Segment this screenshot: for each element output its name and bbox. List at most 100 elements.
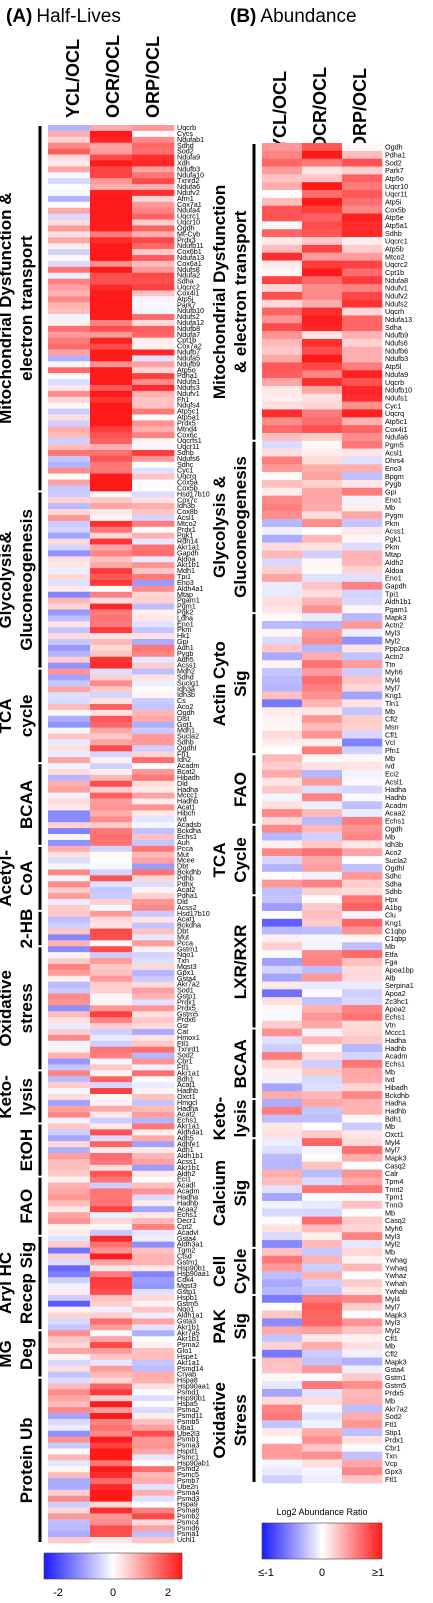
panel-a-cell-65-2 xyxy=(132,509,175,516)
panel-b-cell-0-2 xyxy=(342,143,383,152)
panel-b-cell-64-0 xyxy=(262,644,303,653)
panel-b-cell-17-2 xyxy=(342,276,383,285)
panel-b-cell-109-2 xyxy=(342,997,383,1006)
panel-a-gene-label-236: Psmc4 xyxy=(177,1517,199,1526)
panel-a-cell-29-1 xyxy=(90,296,133,303)
panel-b-cell-87-0 xyxy=(262,824,303,833)
panel-b-cell-103-1 xyxy=(302,950,343,959)
panel-a-cell-93-2 xyxy=(132,674,175,681)
panel-a-gene-label-130: Pdha1 xyxy=(177,891,198,900)
panel-b-gene-label-117: Echs1 xyxy=(385,1060,405,1069)
panel-b-cell-158-0 xyxy=(262,1381,303,1390)
panel-a-cell-11-2 xyxy=(132,189,175,197)
panel-a-cell-78-2 xyxy=(132,585,175,593)
panel-a-cell-54-0 xyxy=(48,444,91,451)
panel-b-gene-label-123: Hadhb xyxy=(385,1107,406,1116)
panel-b-cell-80-2 xyxy=(342,769,383,779)
panel-a-cell-118-0 xyxy=(48,822,91,829)
panel-a-cell-138-1 xyxy=(90,940,133,947)
panel-b-cell-63-0 xyxy=(262,636,303,645)
panel-a-cell-74-1 xyxy=(90,562,133,569)
panel-a-cell-106-0 xyxy=(48,751,91,758)
panel-b-cell-98-2 xyxy=(342,910,383,920)
panel-b-gene-label-109: Zc3hc1 xyxy=(385,997,409,1006)
panel-a-cell-67-1 xyxy=(90,520,133,528)
panel-b-cell-119-1 xyxy=(302,1075,343,1084)
panel-a-category-label-4-0: Acetyl- xyxy=(0,850,15,907)
panel-a-cell-45-2 xyxy=(132,390,175,398)
panel-a-cell-239-2 xyxy=(132,1537,175,1544)
panel-a-gene-label-229: Psmb7 xyxy=(177,1476,199,1485)
panel-a-cell-83-1 xyxy=(90,615,133,622)
panel-a-cell-165-2 xyxy=(132,1099,175,1107)
panel-b-cell-62-2 xyxy=(342,628,383,637)
panel-a-gene-label-4: Sod2 xyxy=(177,147,194,156)
panel-b-gene-label-9: Atp5e xyxy=(385,213,404,222)
panel-b-cell-153-2 xyxy=(342,1341,383,1351)
panel-b-cell-115-1 xyxy=(302,1044,343,1053)
panel-b-cell-30-2 xyxy=(342,378,383,387)
panel-a-gene-label-23: Cox6a1 xyxy=(177,259,202,268)
panel-a-cell-104-2 xyxy=(132,739,175,746)
panel-a-cell-222-1 xyxy=(90,1436,133,1443)
panel-a-cell-220-0 xyxy=(48,1424,91,1432)
panel-b-cell-83-2 xyxy=(342,793,383,802)
panel-a-cell-215-2 xyxy=(132,1395,175,1402)
panel-a-cell-227-0 xyxy=(48,1466,91,1473)
panel-a-cell-216-2 xyxy=(132,1401,175,1408)
panel-a-cell-145-0 xyxy=(48,981,91,988)
panel-b-cell-144-2 xyxy=(342,1271,383,1280)
panel-a-gene-label-213: Hsp90aa1 xyxy=(177,1382,210,1391)
panel-a-cell-52-1 xyxy=(90,432,133,439)
panel-a-cell-152-0 xyxy=(48,1023,91,1030)
panel-b-cell-113-1 xyxy=(302,1028,343,1037)
panel-a-cell-128-0 xyxy=(48,881,91,888)
panel-a-cell-19-1 xyxy=(90,237,133,244)
panel-a-cell-202-2 xyxy=(132,1318,175,1325)
panel-a-cell-50-0 xyxy=(48,420,91,427)
panel-a-cell-158-2 xyxy=(132,1058,175,1065)
panel-a-cell-124-0 xyxy=(48,857,91,864)
panel-a-cell-107-0 xyxy=(48,757,91,764)
panel-b-cell-61-0 xyxy=(262,621,303,630)
panel-b-gene-label-153: Mb xyxy=(385,1342,395,1351)
panel-a-cell-219-1 xyxy=(90,1418,133,1426)
panel-a-cell-91-1 xyxy=(90,662,133,669)
panel-b-cell-68-0 xyxy=(262,675,303,685)
panel-a-cell-8-2 xyxy=(132,172,175,179)
panel-a-cell-156-2 xyxy=(132,1046,175,1053)
panel-a-cell-124-2 xyxy=(132,857,175,864)
panel-b-gene-label-89: Idh3b xyxy=(385,840,403,849)
panel-a-cell-142-1 xyxy=(90,963,133,971)
panel-a-category-label-6-1: stress xyxy=(17,983,36,1033)
panel-b-cell-121-2 xyxy=(342,1091,383,1100)
panel-a-cell-33-0 xyxy=(48,319,91,327)
panel-a-cell-79-2 xyxy=(132,591,175,598)
panel-b-gene-label-60: Mapk3 xyxy=(385,613,407,622)
panel-b-gene-label-57: Tpi1 xyxy=(385,589,399,598)
panel-b-cell-25-0 xyxy=(262,338,303,348)
panel-a-cell-204-0 xyxy=(48,1330,91,1337)
panel-a-cell-176-1 xyxy=(90,1164,133,1172)
panel-a-cell-180-1 xyxy=(90,1188,133,1195)
panel-a-category-label-10-0: Aryl HC xyxy=(0,1252,15,1314)
panel-a-cell-38-0 xyxy=(48,349,91,356)
panel-a-cell-210-2 xyxy=(132,1365,175,1372)
panel-b-cell-17-0 xyxy=(262,276,303,285)
panel-a-cell-27-0 xyxy=(48,284,91,291)
panel-a-cell-229-1 xyxy=(90,1478,133,1485)
panel-b-gene-label-21: Uqcrh xyxy=(385,307,404,316)
panel-a-gene-label-36: Cpt1b xyxy=(177,336,196,345)
panel-a-cell-205-1 xyxy=(90,1336,133,1343)
panel-a-cell-59-1 xyxy=(90,473,133,480)
panel-b-cell-7-0 xyxy=(262,197,303,206)
panel-a-gene-label-209: Akr1a1 xyxy=(177,1358,200,1367)
panel-a-cell-143-1 xyxy=(90,969,133,977)
panel-b-cell-147-2 xyxy=(342,1294,383,1304)
panel-b-cell-170-1 xyxy=(302,1475,343,1484)
panel-b-cell-99-2 xyxy=(342,918,383,927)
panel-a-cell-217-2 xyxy=(132,1407,175,1414)
panel-b-gene-label-170: Ftl1 xyxy=(385,1475,397,1484)
panel-b-cell-157-1 xyxy=(302,1373,343,1382)
panel-b-category-label-6-0: BCAA xyxy=(231,1039,250,1088)
